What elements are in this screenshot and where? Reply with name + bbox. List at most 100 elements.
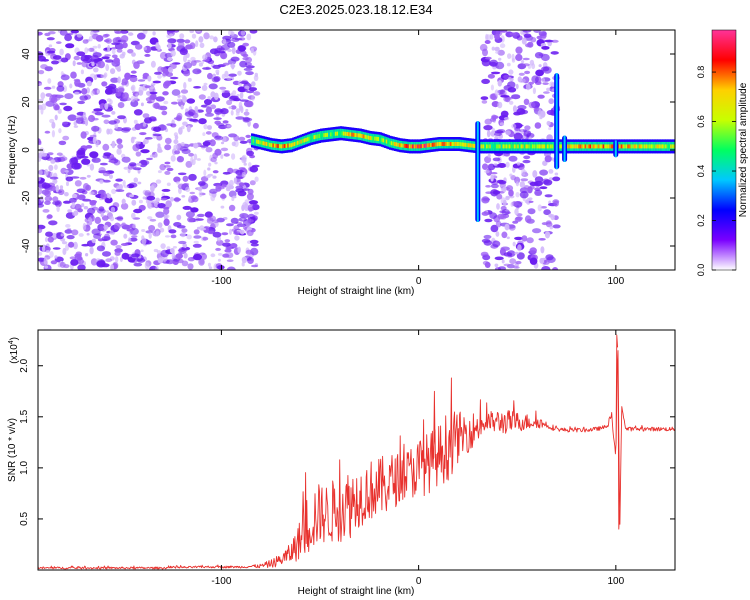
noise-speckle-0-1003 (167, 66, 174, 73)
noise-speckle-1-345 (480, 96, 489, 100)
noise-speckle-0-368 (173, 222, 182, 227)
ridge-core (379, 137, 382, 142)
noise-speckle-0-1002 (146, 195, 156, 201)
noise-speckle-0-1004 (82, 39, 89, 44)
noise-speckle-0-410 (247, 213, 256, 221)
ridge-core (624, 144, 627, 149)
noise-speckle-0-1274 (81, 60, 88, 68)
ridge-core (348, 132, 351, 137)
spectrogram-y-label: Frequency (Hz) (7, 116, 18, 185)
noise-speckle-0-1202 (40, 107, 44, 115)
noise-speckle-1-237 (527, 208, 536, 215)
noise-speckle-0-788 (233, 231, 241, 235)
noise-speckle-0-1012 (207, 72, 213, 80)
noise-speckle-0-1021 (157, 203, 166, 209)
noise-speckle-0-132 (228, 204, 236, 212)
spike-core-0 (476, 121, 479, 222)
noise-speckle-0-1088 (183, 62, 193, 69)
noise-speckle-0-644 (207, 230, 215, 235)
noise-speckle-1-408 (539, 257, 545, 264)
ridge-core (558, 144, 561, 149)
noise-speckle-0-1013 (207, 125, 212, 130)
ridge-core (344, 131, 348, 136)
noise-speckle-0-756 (45, 231, 53, 237)
noise-speckle-0-706 (243, 67, 253, 71)
ridge-core (550, 144, 553, 149)
ridge-core (584, 144, 588, 149)
noise-speckle-0-273 (186, 234, 192, 240)
noise-speckle-1-383 (546, 220, 552, 225)
noise-speckle-0-1149 (139, 132, 147, 136)
noise-speckle-0-773 (64, 170, 69, 173)
noise-speckle-0-957 (207, 96, 211, 100)
ridge-core (318, 134, 321, 138)
ridge-core (527, 144, 530, 149)
noise-speckle-1-259 (500, 30, 508, 33)
noise-speckle-0-880 (174, 135, 179, 140)
noise-speckle-0-1059 (56, 152, 63, 156)
noise-speckle-0-591 (203, 169, 207, 177)
noise-speckle-0-576 (73, 121, 78, 126)
snr-y-tick-label-3: 2.0 (19, 358, 30, 372)
noise-speckle-1-145 (497, 80, 502, 87)
noise-speckle-0-1197 (82, 198, 92, 202)
noise-speckle-0-1017 (58, 128, 62, 134)
ridge-core (385, 139, 389, 144)
noise-speckle-0-1052 (212, 219, 220, 224)
noise-speckle-1-279 (496, 193, 503, 200)
noise-speckle-0-227 (150, 60, 156, 68)
noise-speckle-0-1064 (155, 230, 160, 237)
noise-speckle-0-844 (186, 98, 196, 104)
noise-speckle-0-435 (115, 189, 125, 193)
ridge-core (489, 144, 492, 149)
noise-speckle-1-76 (490, 183, 499, 189)
noise-speckle-0-1030 (222, 242, 232, 247)
noise-speckle-1-357 (498, 266, 506, 270)
noise-speckle-0-824 (91, 125, 100, 132)
noise-speckle-0-1027 (200, 227, 206, 231)
snr-frame (37, 329, 676, 571)
noise-speckle-0-1032 (144, 137, 153, 140)
noise-speckle-0-1102 (124, 97, 132, 101)
noise-speckle-0-127 (127, 49, 134, 54)
noise-speckle-0-1311 (56, 41, 62, 44)
noise-speckle-0-344 (59, 102, 67, 106)
ridge-core (591, 144, 594, 149)
noise-speckle-0-704 (105, 63, 110, 72)
noise-speckle-1-355 (504, 223, 510, 231)
ridge-core (362, 134, 366, 139)
noise-speckle-0-1278 (117, 102, 125, 109)
noise-speckle-0-421 (251, 204, 260, 211)
noise-speckle-0-640 (120, 35, 129, 43)
noise-speckle-0-599 (106, 98, 112, 102)
noise-speckle-0-678 (219, 86, 227, 90)
ridge-core (367, 135, 371, 140)
noise-speckle-0-465 (207, 262, 211, 267)
noise-speckle-0-179 (178, 127, 183, 135)
noise-speckle-0-970 (148, 116, 157, 122)
ridge-core (453, 142, 456, 146)
noise-speckle-0-913 (241, 256, 248, 263)
noise-speckle-0-723 (225, 186, 231, 192)
noise-speckle-0-1089 (86, 174, 91, 178)
noise-speckle-0-861 (38, 98, 44, 102)
noise-speckle-1-430 (502, 186, 507, 193)
noise-speckle-0-541 (177, 172, 187, 176)
noise-speckle-0-1072 (69, 197, 77, 204)
noise-speckle-0-426 (166, 182, 171, 187)
ridge-core (359, 133, 363, 138)
noise-speckle-0-191 (182, 175, 189, 182)
noise-speckle-0-15 (156, 134, 163, 141)
noise-speckle-0-1128 (165, 200, 172, 208)
noise-speckle-0-656 (109, 230, 114, 235)
noise-speckle-0-1282 (74, 79, 81, 87)
ridge-core (537, 144, 540, 149)
noise-speckle-1-241 (552, 224, 561, 229)
noise-speckle-1-267 (554, 172, 559, 176)
noise-speckle-0-430 (216, 72, 220, 76)
noise-speckle-0-484 (163, 218, 170, 226)
noise-speckle-0-461 (223, 153, 230, 157)
noise-speckle-0-980 (241, 204, 245, 212)
noise-speckle-0-391 (120, 243, 129, 246)
